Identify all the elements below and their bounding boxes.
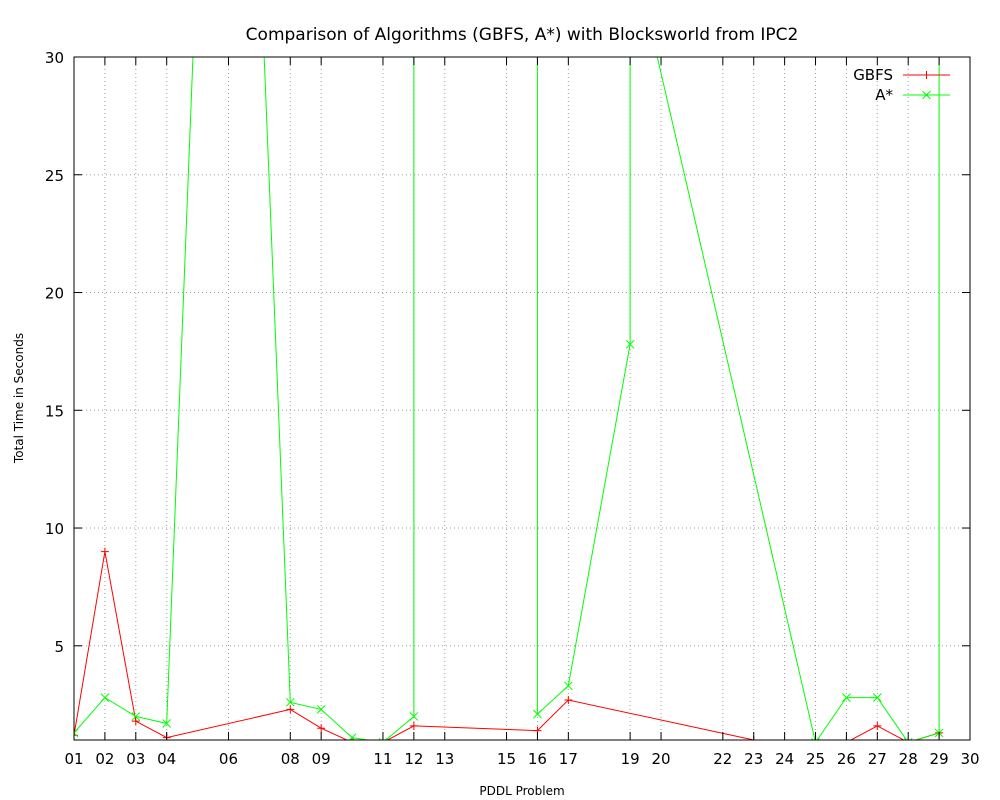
x-tick-label: 23 <box>744 750 763 768</box>
x-tick-label: 19 <box>621 750 640 768</box>
y-tick-label: 15 <box>45 402 64 420</box>
x-tick-label: 17 <box>559 750 578 768</box>
data-point-astar <box>872 693 882 702</box>
legend-marker-gbfs <box>922 71 931 79</box>
data-point-astar <box>625 339 635 349</box>
x-tick-label: 26 <box>837 750 856 768</box>
grid <box>74 57 970 740</box>
data-point-gbfs <box>100 547 109 556</box>
y-tick-label: 5 <box>54 638 64 656</box>
y-tick-label: 20 <box>45 285 64 303</box>
legend: GBFS A* <box>853 66 950 104</box>
chart-title: Comparison of Algorithms (GBFS, A*) with… <box>246 25 799 45</box>
series-line-astar <box>74 57 940 740</box>
data-point-astar <box>74 728 79 738</box>
data-point-gbfs <box>873 721 882 730</box>
data-point-astar <box>316 705 326 714</box>
legend-label-gbfs: GBFS <box>853 66 893 84</box>
x-tick-label: 13 <box>435 750 454 768</box>
data-point-astar <box>563 681 573 691</box>
x-tick-label: 02 <box>95 750 114 768</box>
x-tick-label: 29 <box>930 750 949 768</box>
data-point-astar <box>100 693 110 702</box>
x-tick-label: 04 <box>157 750 176 768</box>
x-tick-label: 25 <box>806 750 825 768</box>
x-tick-label: 28 <box>899 750 918 768</box>
data-point-gbfs <box>131 717 140 726</box>
x-tick-label: 01 <box>64 750 83 768</box>
data-point-gbfs <box>286 705 295 714</box>
x-tick-label: 11 <box>373 750 392 768</box>
data-point-astar <box>131 712 141 721</box>
x-tick-label: 06 <box>219 750 238 768</box>
legend-label-astar: A* <box>875 86 893 104</box>
data-point-astar <box>533 709 542 719</box>
data-point-astar <box>347 733 357 740</box>
x-tick-label: 08 <box>281 750 300 768</box>
data-point-gbfs <box>409 721 418 730</box>
legend-marker-astar <box>922 90 931 100</box>
plot-frame <box>73 56 971 741</box>
axis-ticks: 01 02 03 04 06 08 09 11 12 13 15 16 17 19 20 22 23 24 25 26… <box>45 49 980 768</box>
y-axis-label: Total Time in Seconds <box>12 333 26 464</box>
x-tick-label: 27 <box>868 750 887 768</box>
y-tick-label: 30 <box>45 49 64 67</box>
x-tick-label: 30 <box>960 750 979 768</box>
x-tick-label: 16 <box>528 750 547 768</box>
data-point-gbfs <box>564 695 573 704</box>
data-point-gbfs <box>317 724 326 733</box>
x-tick-label: 24 <box>775 750 794 768</box>
y-tick-label: 25 <box>45 167 64 185</box>
y-tick-label: 10 <box>45 520 64 538</box>
data-point-astar <box>162 719 172 728</box>
x-axis-label: PDDL Problem <box>479 784 564 798</box>
x-tick-label: 15 <box>497 750 516 768</box>
data-point-astar <box>285 697 295 707</box>
x-tick-label: 03 <box>126 750 145 768</box>
x-tick-label: 12 <box>404 750 423 768</box>
x-tick-label: 22 <box>713 750 732 768</box>
data-point-astar <box>842 693 851 702</box>
x-tick-label: 09 <box>312 750 331 768</box>
x-tick-label: 20 <box>651 750 670 768</box>
data-point-astar <box>409 712 419 721</box>
